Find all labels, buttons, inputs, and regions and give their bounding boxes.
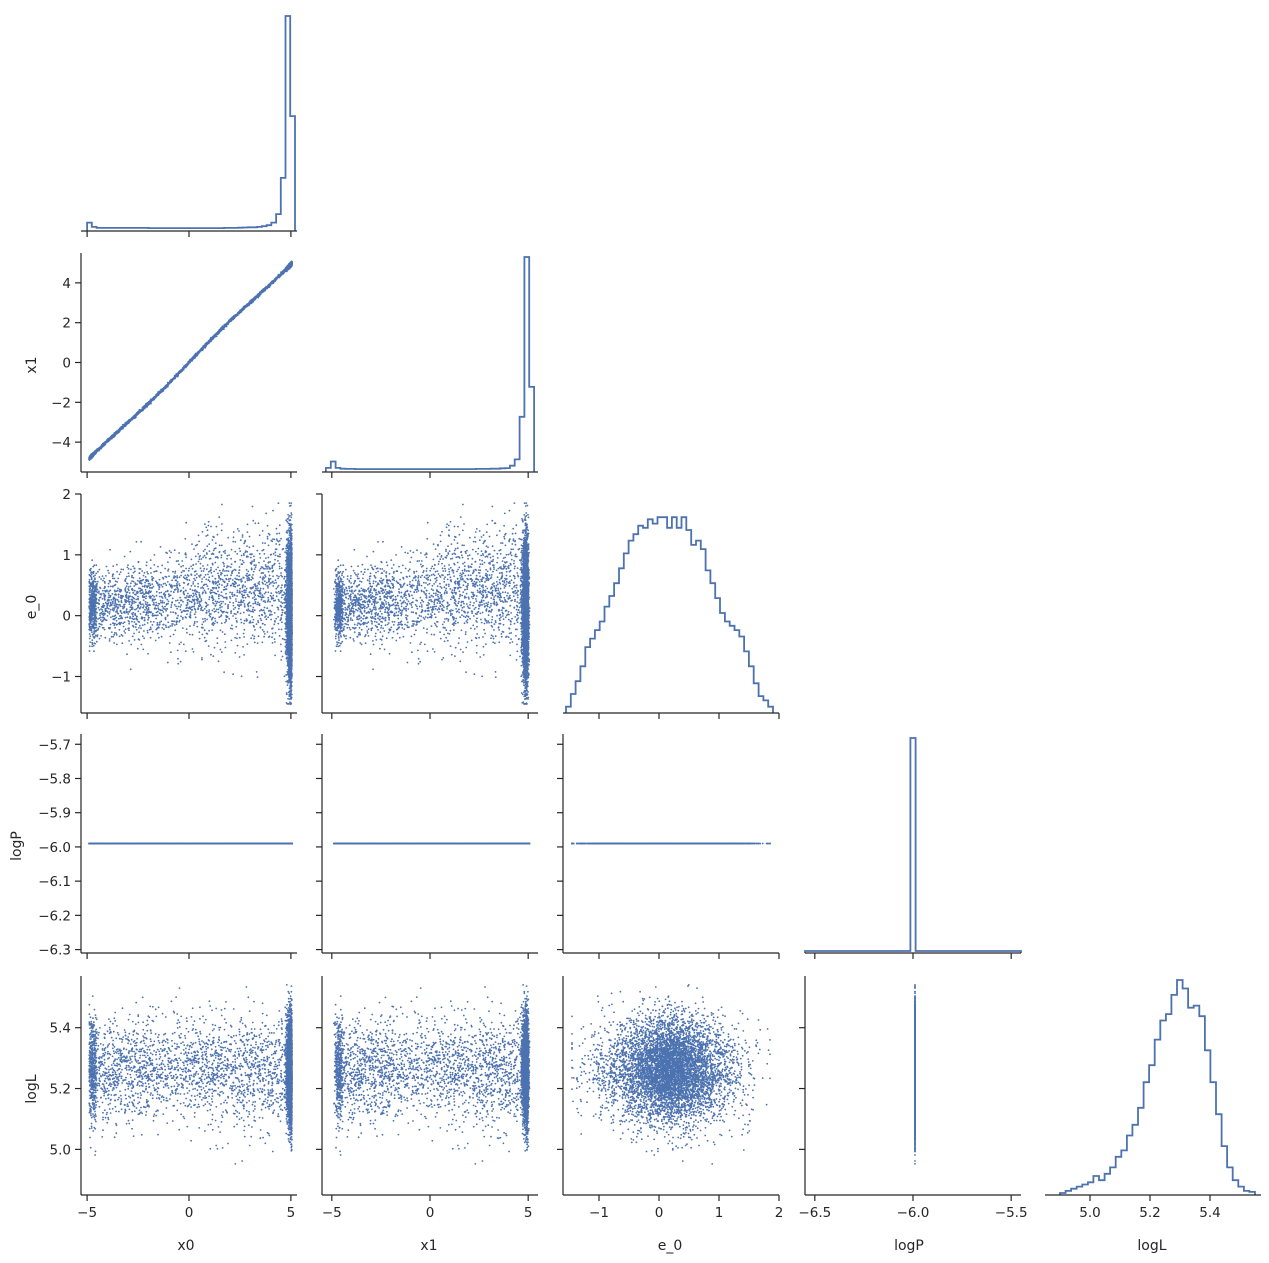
scatter-x0-vs-x1 <box>88 261 293 461</box>
scatter-point <box>204 347 206 349</box>
histogram-x0 <box>87 16 295 231</box>
